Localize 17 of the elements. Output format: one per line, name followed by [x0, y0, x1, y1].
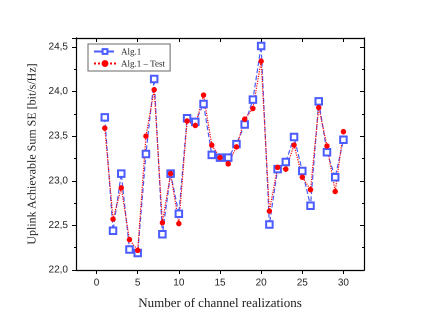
x-axis-title: Number of channel realizations — [138, 295, 302, 310]
x-tick-label: 10 — [173, 278, 185, 288]
y-axis-title: Uplink Achievable Sum SE [bit/s/Hz] — [24, 63, 39, 245]
y-tick-label: 24,0 — [48, 86, 68, 98]
y-tick-label: 23,0 — [48, 175, 68, 186]
legend-label: Alg.1 – Test — [121, 58, 166, 68]
x-tick-label: 25 — [296, 278, 308, 288]
x-tick-label: 0 — [94, 278, 100, 288]
y-tick-label: 24,5 — [48, 41, 68, 52]
x-tick-label: 30 — [338, 278, 350, 288]
y-tick-label: 23,5 — [48, 130, 68, 142]
legend-label: Alg.1 — [121, 46, 142, 56]
y-tick-label: 22,5 — [48, 220, 68, 231]
x-tick-label: 5 — [134, 278, 141, 288]
x-tick-label: 15 — [214, 278, 226, 288]
y-tick-label: 22,0 — [48, 264, 68, 276]
x-tick-label: 20 — [256, 278, 268, 288]
